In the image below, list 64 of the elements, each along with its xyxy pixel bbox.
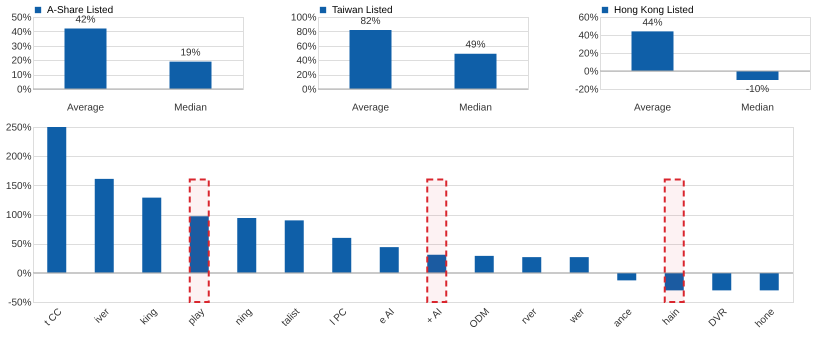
x-tick-label: Average: [352, 102, 390, 114]
y-tick-label: 60%: [578, 12, 599, 24]
bar: [47, 127, 66, 273]
y-tick-label: 100%: [6, 210, 32, 221]
x-tick-label: t CC: [42, 306, 65, 328]
x-tick-label: hain: [660, 306, 682, 328]
y-tick-label: 30%: [11, 41, 32, 52]
y-tick-label: 20%: [11, 56, 32, 67]
y-tick-label: 250%: [6, 122, 32, 134]
x-tick-label: Median: [459, 102, 492, 114]
x-tick-label: Average: [66, 102, 104, 114]
y-tick-label: -50%: [8, 298, 32, 308]
y-tick-label: 0%: [17, 268, 32, 280]
bar: [237, 218, 256, 273]
x-tick-label: iver: [92, 306, 112, 326]
data-label: 49%: [465, 40, 486, 51]
bar: [284, 220, 304, 273]
x-tick-label: + AI: [424, 306, 445, 327]
y-tick-label: 10%: [11, 70, 32, 82]
x-tick-label: wer: [567, 306, 588, 326]
y-tick-label: 40%: [296, 56, 317, 67]
y-tick-label: 50%: [11, 12, 32, 24]
bar: [712, 272, 732, 290]
bar: [664, 272, 684, 290]
x-tick-label: rver: [520, 306, 540, 326]
x-tick-label: king: [138, 306, 160, 328]
bar: [617, 272, 636, 280]
y-tick-label: 0%: [584, 66, 599, 78]
bar: [570, 257, 589, 273]
data-label: 44%: [642, 17, 663, 28]
data-label: -10%: [746, 84, 770, 95]
y-tick-label: 60%: [296, 41, 317, 52]
bar: [380, 247, 399, 273]
data-label: 82%: [360, 16, 381, 27]
y-tick-label: 20%: [296, 70, 317, 82]
y-tick-label: 200%: [6, 152, 32, 163]
data-label: 19%: [180, 48, 201, 59]
y-tick-label: 20%: [578, 48, 599, 60]
x-tick-label: ning: [233, 306, 255, 328]
bar: [474, 256, 494, 273]
bar: [94, 178, 114, 273]
data-label: 42%: [75, 14, 96, 26]
y-tick-label: 150%: [6, 180, 32, 192]
legend-label: Hong Kong Listed: [614, 5, 694, 16]
bar: [142, 198, 162, 273]
x-tick-label: Average: [634, 102, 672, 114]
x-tick-label: Median: [174, 102, 207, 114]
bar: [332, 238, 352, 273]
bar: [522, 257, 542, 273]
x-tick-label: Median: [741, 102, 774, 114]
legend-label: Taiwan Listed: [332, 5, 393, 16]
y-tick-label: 40%: [578, 30, 599, 42]
legend-label: A-Share Listed: [47, 5, 114, 16]
y-tick-label: 50%: [11, 239, 32, 250]
y-tick-label: 80%: [296, 26, 317, 38]
x-tick-label: l PC: [328, 306, 350, 328]
x-tick-label: e AI: [377, 306, 398, 326]
bar: [427, 254, 446, 273]
y-tick-label: 100%: [290, 12, 317, 24]
y-tick-label: 0%: [302, 84, 317, 96]
y-tick-label: 0%: [17, 84, 32, 96]
y-tick-label: 40%: [11, 26, 32, 38]
y-tick-label: -20%: [575, 84, 599, 96]
bar: [760, 272, 779, 290]
